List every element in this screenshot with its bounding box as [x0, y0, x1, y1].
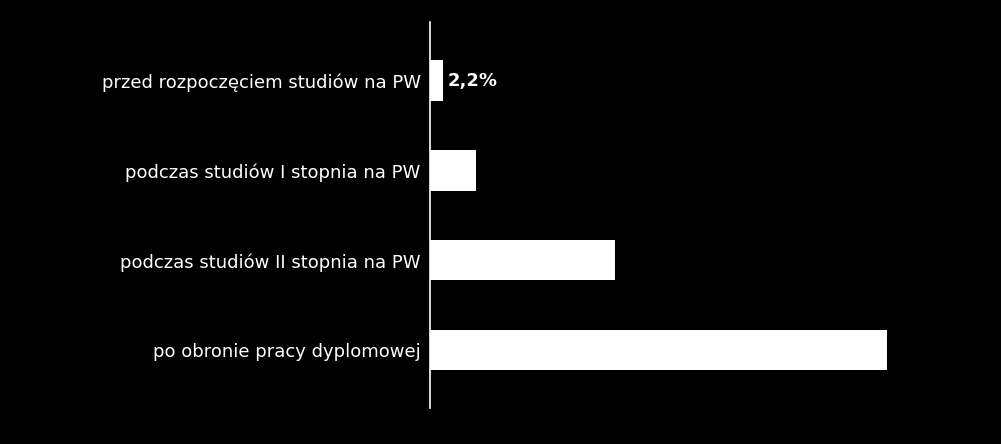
- Text: 2,2%: 2,2%: [448, 71, 498, 90]
- Bar: [430, 150, 475, 190]
- Bar: [430, 330, 887, 370]
- Bar: [430, 60, 442, 101]
- Bar: [430, 240, 616, 281]
